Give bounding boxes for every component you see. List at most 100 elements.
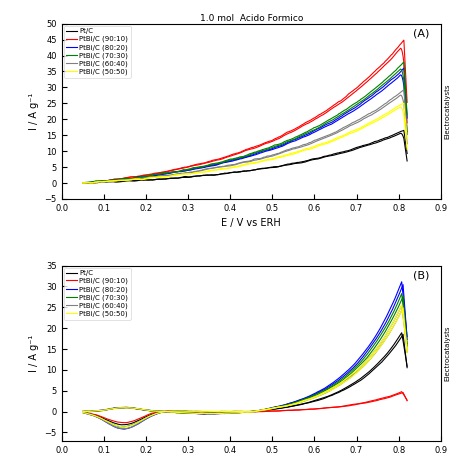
PtBi/C (90:10) [185, 164, 191, 169]
PtBi/C (90:10) [401, 37, 407, 43]
PtBi/C (60:40) [400, 305, 406, 310]
PtBi/C (80:20) [211, 411, 217, 417]
PtBi/C (70:30) [315, 392, 320, 397]
PtBi/C (90:10) [315, 406, 320, 411]
PtBi/C (70:30) [400, 293, 406, 299]
PtBi/C (50:50) [119, 178, 125, 183]
PtBi/C (90:10) [317, 406, 322, 411]
Legend: Pt/C, PtBi/C (90:10), PtBi/C (80:20), PtBi/C (70:30), PtBi/C (60:40), PtBi/C (50: Pt/C, PtBi/C (90:10), PtBi/C (80:20), Pt… [64, 268, 131, 319]
PtBi/C (50:50) [186, 171, 192, 177]
PtBi/C (80:20) [317, 125, 322, 131]
Y-axis label: I / A g⁻¹: I / A g⁻¹ [29, 335, 39, 372]
Line: PtBi/C (90:10): PtBi/C (90:10) [82, 40, 407, 183]
PtBi/C (80:20) [119, 405, 125, 410]
PtBi/C (60:40) [284, 147, 290, 153]
PtBi/C (50:50) [285, 403, 291, 409]
PtBi/C (70:30) [209, 411, 215, 417]
PtBi/C (50:50) [88, 180, 94, 186]
Pt/C [404, 365, 410, 371]
PtBi/C (90:10) [209, 411, 215, 417]
PtBi/C (60:40) [119, 177, 125, 182]
PtBi/C (90:10) [202, 411, 208, 417]
PtBi/C (50:50) [209, 411, 215, 417]
Line: PtBi/C (70:30): PtBi/C (70:30) [82, 296, 407, 414]
PtBi/C (50:50) [315, 142, 320, 148]
PtBi/C (50:50) [315, 393, 320, 399]
PtBi/C (60:40) [119, 404, 125, 410]
PtBi/C (70:30) [80, 180, 85, 186]
X-axis label: E / V vs ERH: E / V vs ERH [221, 219, 281, 228]
PtBi/C (80:20) [185, 410, 191, 416]
PtBi/C (90:10) [284, 129, 290, 135]
PtBi/C (60:40) [80, 409, 85, 414]
PtBi/C (90:10) [316, 112, 321, 118]
PtBi/C (80:20) [119, 177, 125, 182]
Line: PtBi/C (80:20): PtBi/C (80:20) [82, 284, 407, 414]
PtBi/C (70:30) [404, 112, 410, 118]
PtBi/C (60:40) [401, 87, 407, 93]
PtBi/C (60:40) [404, 349, 410, 355]
Line: Pt/C: Pt/C [82, 334, 407, 414]
PtBi/C (70:30) [185, 410, 191, 416]
Line: PtBi/C (60:40): PtBi/C (60:40) [82, 308, 407, 414]
PtBi/C (90:10) [400, 390, 406, 395]
PtBi/C (70:30) [317, 391, 322, 397]
Pt/C [401, 128, 407, 133]
PtBi/C (50:50) [209, 167, 215, 173]
PtBi/C (60:40) [208, 165, 214, 171]
PtBi/C (60:40) [185, 170, 191, 175]
Text: Electrocatalysts: Electrocatalysts [445, 326, 451, 381]
PtBi/C (90:10) [119, 176, 125, 182]
PtBi/C (50:50) [317, 142, 322, 147]
PtBi/C (70:30) [314, 124, 319, 129]
Pt/C [315, 398, 320, 403]
Line: PtBi/C (80:20): PtBi/C (80:20) [82, 68, 407, 183]
PtBi/C (70:30) [208, 161, 214, 167]
PtBi/C (70:30) [285, 402, 291, 408]
Pt/C [202, 411, 208, 417]
PtBi/C (60:40) [315, 393, 320, 399]
PtBi/C (70:30) [119, 405, 125, 411]
Pt/C [185, 174, 191, 180]
PtBi/C (70:30) [284, 138, 290, 144]
PtBi/C (70:30) [185, 166, 191, 172]
PtBi/C (80:20) [404, 337, 410, 342]
PtBi/C (90:10) [80, 409, 85, 414]
PtBi/C (90:10) [185, 410, 191, 416]
PtBi/C (60:40) [211, 411, 217, 417]
PtBi/C (70:30) [208, 411, 214, 417]
PtBi/C (90:10) [285, 408, 291, 413]
PtBi/C (60:40) [314, 137, 319, 143]
PtBi/C (80:20) [86, 180, 92, 186]
PtBi/C (70:30) [404, 343, 410, 349]
PtBi/C (50:50) [400, 305, 406, 311]
PtBi/C (80:20) [317, 389, 322, 395]
PtBi/C (60:40) [317, 393, 322, 399]
Legend: Pt/C, PtBi/C (90:10), PtBi/C (80:20), PtBi/C (70:30), PtBi/C (60:40), PtBi/C (50: Pt/C, PtBi/C (90:10), PtBi/C (80:20), Pt… [64, 26, 131, 78]
PtBi/C (60:40) [316, 136, 321, 142]
PtBi/C (60:40) [80, 180, 85, 186]
PtBi/C (50:50) [205, 411, 211, 417]
PtBi/C (80:20) [400, 282, 406, 287]
Pt/C [185, 410, 191, 416]
PtBi/C (80:20) [401, 65, 407, 71]
PtBi/C (70:30) [316, 123, 321, 129]
Title: 1.0 mol  Acido Formico: 1.0 mol Acido Formico [200, 14, 303, 23]
PtBi/C (60:40) [404, 128, 410, 134]
Line: PtBi/C (50:50): PtBi/C (50:50) [82, 103, 407, 183]
PtBi/C (60:40) [208, 411, 214, 417]
Line: PtBi/C (60:40): PtBi/C (60:40) [82, 90, 407, 183]
PtBi/C (70:30) [401, 59, 407, 65]
Line: PtBi/C (70:30): PtBi/C (70:30) [82, 62, 407, 183]
Pt/C [316, 155, 321, 161]
Pt/C [80, 409, 85, 414]
Text: (B): (B) [413, 271, 429, 281]
Pt/C [119, 179, 125, 184]
PtBi/C (50:50) [401, 100, 407, 106]
Line: Pt/C: Pt/C [82, 130, 407, 183]
PtBi/C (60:40) [285, 403, 291, 409]
Pt/C [208, 172, 214, 178]
PtBi/C (50:50) [404, 350, 410, 356]
PtBi/C (50:50) [317, 392, 322, 398]
Text: (A): (A) [413, 29, 429, 39]
